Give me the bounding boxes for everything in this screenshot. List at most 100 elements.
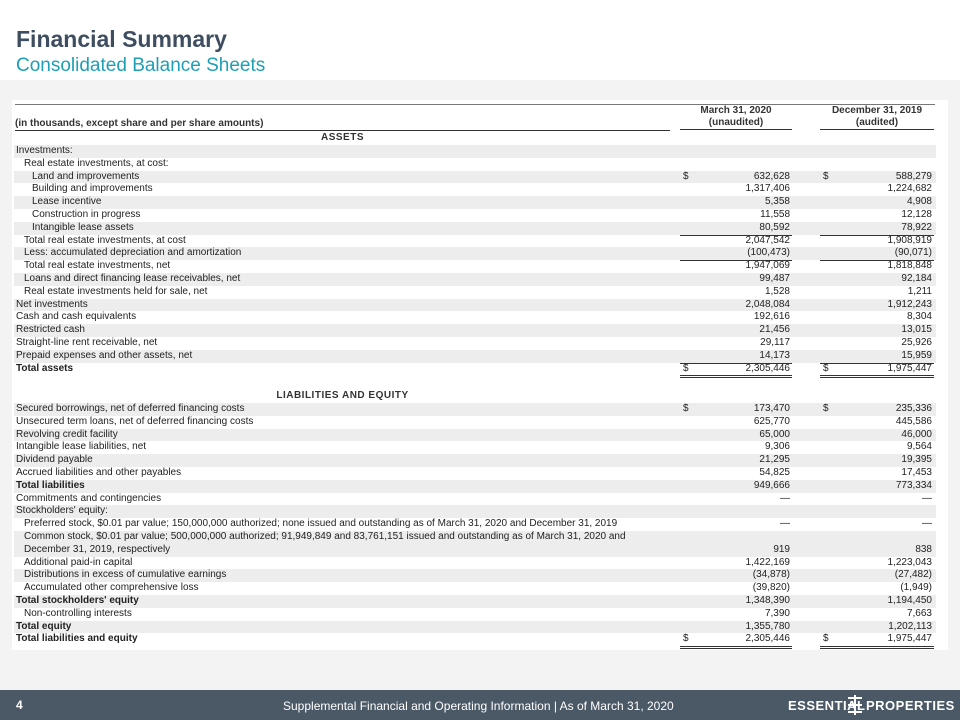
row-value: 838 — [915, 543, 932, 555]
row-label: Net investments — [16, 298, 88, 310]
row-shade — [14, 273, 936, 286]
currency-symbol: $ — [683, 633, 689, 645]
row-value: 1,975,447 — [820, 363, 934, 379]
row-value: (1,949) — [820, 582, 934, 596]
row-value: 9,564 — [906, 441, 932, 453]
row-label: Real estate investments held for sale, n… — [24, 285, 208, 297]
row-value: 1,317,406 — [745, 183, 791, 195]
row-label: Restricted cash — [16, 324, 85, 336]
row-value: 25,926 — [901, 337, 932, 348]
row-label: Construction in progress — [32, 209, 141, 220]
row-shade — [14, 349, 936, 363]
currency-symbol: $ — [823, 403, 829, 414]
column-header: December 31, 2019 — [831, 105, 923, 116]
row-value: 11,558 — [760, 209, 790, 220]
row-label: Accrued liabilities and other payables — [16, 467, 182, 478]
row-value: 2,048,084 — [745, 298, 791, 310]
row-value: 1,528 — [680, 286, 792, 300]
row-label: Total equity — [16, 620, 72, 632]
column-header: March 31, 2020 — [700, 105, 772, 116]
row-value: 9,306 — [764, 441, 790, 453]
row-label: Total stockholders' equity — [16, 595, 139, 606]
title: Financial Summary — [16, 26, 227, 52]
row-value: 173,470 — [753, 403, 790, 414]
row-value: 1,355,780 — [745, 620, 791, 632]
row-value: (90,071) — [820, 247, 934, 262]
row-label: Less: accumulated depreciation and amort… — [24, 247, 242, 259]
row-shade — [14, 324, 936, 337]
row-value: (39,820) — [680, 582, 792, 596]
currency-symbol: $ — [683, 170, 689, 182]
row-shade — [14, 145, 936, 158]
row-label: Commitments and contingencies — [16, 492, 162, 504]
section-title: ASSETS — [320, 132, 364, 143]
currency-symbol: $ — [683, 362, 689, 374]
row-value: 1,223,043 — [887, 556, 933, 568]
row-value: 80,592 — [680, 222, 792, 236]
row-label: Revolving credit facility — [16, 428, 118, 440]
row-value: 1,912,243 — [887, 298, 933, 310]
row-value: 625,770 — [753, 415, 790, 427]
row-value: 65,000 — [759, 428, 790, 440]
row-value: 7,390 — [680, 608, 792, 622]
row-shade — [14, 247, 936, 261]
row-value: 13,015 — [901, 324, 932, 336]
row-value: (27,482) — [894, 569, 932, 581]
row-label: Total real estate investments, net — [24, 260, 171, 272]
row-value: 21,456 — [759, 324, 790, 336]
row-label: Loans and direct financing lease receiva… — [24, 273, 241, 284]
row-label: Total assets — [16, 362, 74, 374]
row-label: Secured borrowings, net of deferred fina… — [16, 403, 245, 414]
row-value: 4,908 — [906, 196, 932, 208]
row-label: Building and improvements — [32, 183, 153, 195]
section-title: LIABILITIES AND EQUITY — [276, 390, 409, 401]
row-value: 773,334 — [895, 479, 932, 491]
row-shade — [14, 298, 936, 312]
logo-left: ESSENTIAL — [788, 698, 866, 713]
row-shade — [14, 595, 936, 608]
row-shade — [14, 531, 936, 557]
row-label: Cash and cash equivalents — [16, 311, 137, 323]
row-label: Distributions in excess of cumulative ea… — [24, 569, 227, 581]
header-rule — [15, 104, 935, 105]
row-value: 99,487 — [759, 273, 790, 284]
row-label: Investments: — [16, 145, 73, 156]
column-header: (audited) — [820, 117, 934, 130]
row-label: Stockholders' equity: — [16, 505, 108, 517]
row-label: Total liabilities and equity — [16, 633, 138, 645]
row-shade — [14, 505, 936, 519]
row-shade — [14, 403, 936, 416]
row-label: Straight-line rent receivable, net — [16, 337, 158, 348]
row-value: 1,975,447 — [820, 633, 934, 650]
row-value: 29,117 — [760, 337, 790, 348]
balance-sheet — [12, 100, 948, 650]
row-value: — — [922, 518, 932, 530]
row-value: 7,663 — [820, 608, 934, 622]
row-value: 445,586 — [895, 415, 932, 427]
page-number: 4 — [16, 698, 23, 712]
row-value: 21,295 — [759, 454, 790, 466]
row-label: Land and improvements — [32, 170, 140, 182]
row-label: Unsecured term loans, net of deferred fi… — [16, 415, 254, 427]
row-value: — — [780, 492, 790, 504]
row-value: 1,194,450 — [887, 595, 933, 606]
row-value: 1,818,848 — [887, 260, 933, 272]
row-value: — — [922, 492, 932, 504]
currency-symbol: $ — [823, 362, 829, 374]
row-value: 14,173 — [680, 350, 792, 364]
caption: (in thousands, except share and per shar… — [15, 118, 670, 131]
row-value: (34,878) — [752, 569, 790, 581]
subtitle: Consolidated Balance Sheets — [16, 55, 266, 76]
row-value: 588,279 — [895, 170, 932, 182]
column-header: (unaudited) — [680, 117, 792, 130]
row-value: 192,616 — [753, 311, 790, 323]
footer: 4 Supplemental Financial and Operating I… — [0, 690, 960, 720]
row-value: 1,224,682 — [887, 183, 933, 195]
row-value: 2,047,542 — [745, 234, 791, 246]
row-shade — [14, 479, 936, 493]
row-label: Accumulated other comprehensive loss — [24, 582, 199, 594]
row-shade — [14, 221, 936, 235]
row-value: — — [780, 518, 790, 530]
row-shade — [14, 620, 936, 634]
row-label: Real estate investments, at cost: — [24, 157, 169, 169]
